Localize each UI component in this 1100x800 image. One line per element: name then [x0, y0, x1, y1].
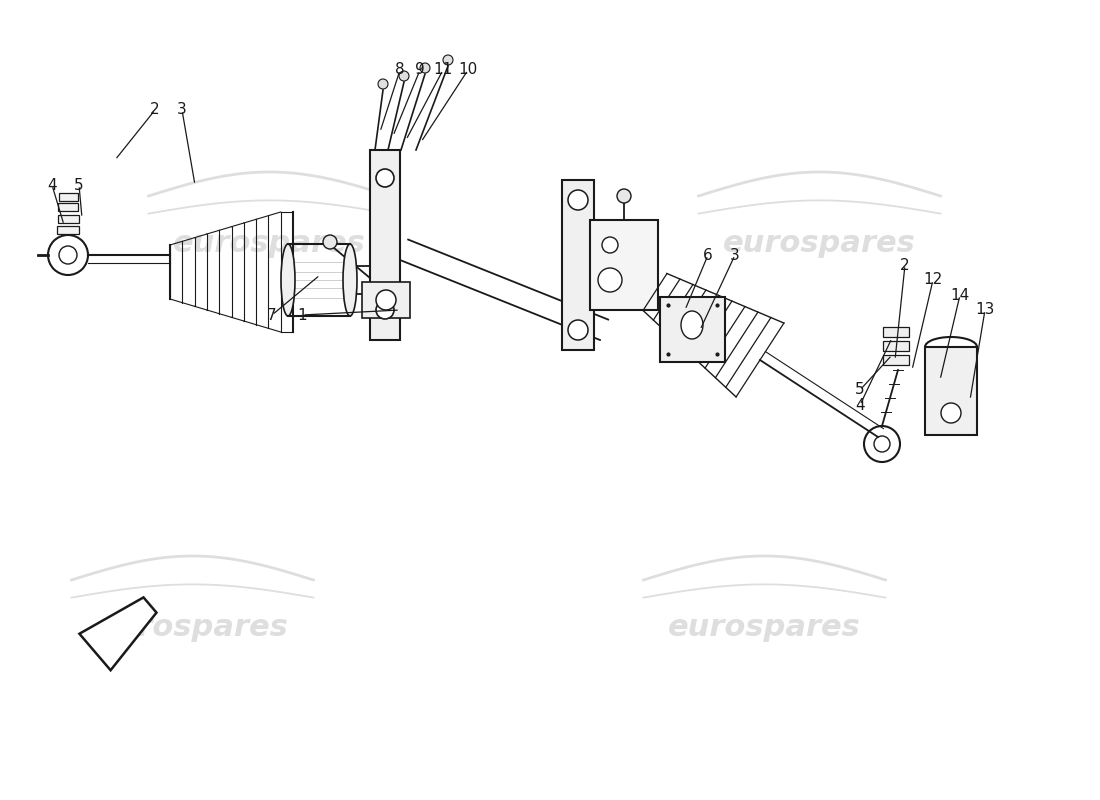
Circle shape — [378, 79, 388, 89]
Text: 7: 7 — [267, 307, 277, 322]
Text: eurospares: eurospares — [668, 614, 861, 642]
Text: 14: 14 — [950, 287, 969, 302]
Ellipse shape — [681, 311, 703, 339]
Text: 3: 3 — [730, 247, 740, 262]
Text: 8: 8 — [395, 62, 405, 78]
Circle shape — [376, 301, 394, 319]
Polygon shape — [79, 598, 156, 670]
Circle shape — [602, 237, 618, 253]
Circle shape — [376, 169, 394, 187]
Text: 4: 4 — [855, 398, 865, 413]
Circle shape — [376, 290, 396, 310]
FancyBboxPatch shape — [58, 203, 78, 211]
FancyBboxPatch shape — [59, 193, 78, 201]
Ellipse shape — [343, 244, 358, 316]
Text: eurospares: eurospares — [723, 230, 916, 258]
Bar — [883, 341, 909, 351]
Text: 13: 13 — [976, 302, 994, 318]
Bar — [370, 150, 400, 340]
Text: 9: 9 — [415, 62, 425, 78]
Bar — [883, 327, 909, 337]
Text: eurospares: eurospares — [96, 614, 289, 642]
Text: 11: 11 — [433, 62, 452, 78]
Circle shape — [568, 320, 588, 340]
Circle shape — [940, 403, 961, 423]
Text: 6: 6 — [703, 247, 713, 262]
Circle shape — [617, 189, 631, 203]
Circle shape — [568, 190, 588, 210]
Circle shape — [399, 71, 409, 81]
Bar — [562, 180, 594, 350]
Text: 10: 10 — [459, 62, 477, 78]
Bar — [883, 355, 909, 365]
Text: 4: 4 — [47, 178, 57, 193]
Text: 2: 2 — [151, 102, 160, 118]
Circle shape — [420, 63, 430, 73]
Text: 12: 12 — [923, 273, 943, 287]
Circle shape — [598, 268, 622, 292]
Text: eurospares: eurospares — [173, 230, 366, 258]
Bar — [925, 347, 977, 435]
Text: 5: 5 — [74, 178, 84, 193]
Text: 5: 5 — [855, 382, 865, 398]
Bar — [590, 220, 658, 310]
Circle shape — [443, 55, 453, 65]
FancyBboxPatch shape — [58, 215, 79, 223]
Text: 2: 2 — [900, 258, 910, 273]
FancyBboxPatch shape — [57, 226, 79, 234]
Bar — [362, 282, 410, 318]
Ellipse shape — [280, 244, 295, 316]
Text: 3: 3 — [177, 102, 187, 118]
Circle shape — [323, 235, 337, 249]
Text: 1: 1 — [297, 307, 307, 322]
Bar — [660, 297, 725, 362]
